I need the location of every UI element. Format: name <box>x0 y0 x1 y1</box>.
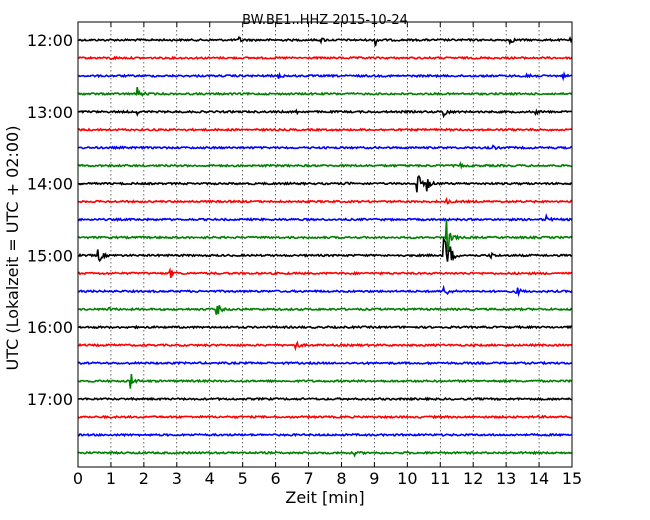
trace-line <box>77 212 573 223</box>
trace-line <box>77 236 573 263</box>
trace-line <box>77 360 573 366</box>
y-axis-ticks: 12:00 13:00 14:00 15:00 16:00 17:00 <box>27 31 83 409</box>
x-tick-label: 0 <box>73 469 83 488</box>
trace-line <box>78 108 573 119</box>
x-tick-label: 3 <box>172 469 182 488</box>
x-tick-label: 5 <box>238 469 248 488</box>
trace-line <box>77 86 573 98</box>
x-tick-label: 7 <box>303 469 313 488</box>
x-tick-label: 11 <box>430 469 450 488</box>
x-axis-ticks: 0 1 2 3 4 5 6 7 8 9 10 11 12 13 14 15 <box>73 22 582 488</box>
trace-line <box>77 35 573 47</box>
trace-line <box>77 70 572 82</box>
chart-title: BW.BE1..HHZ 2015-10-24 <box>242 13 408 28</box>
trace-line <box>77 284 573 298</box>
trace-line <box>77 196 573 205</box>
trace-group <box>77 35 573 458</box>
y-tick-label: 12:00 <box>27 31 73 50</box>
y-tick-label: 15:00 <box>27 246 73 265</box>
x-tick-label: 2 <box>139 469 149 488</box>
x-tick-label: 13 <box>496 469 516 488</box>
x-tick-label: 10 <box>397 469 417 488</box>
plot-frame <box>77 21 573 468</box>
trace-line <box>77 432 573 438</box>
x-tick-label: 6 <box>271 469 281 488</box>
x-tick-label: 8 <box>336 469 346 488</box>
trace-line <box>77 144 573 151</box>
trace-line <box>77 127 572 133</box>
y-tick-label: 14:00 <box>27 175 73 194</box>
y-tick-label: 13:00 <box>27 103 73 122</box>
y-tick-label: 16:00 <box>27 318 73 337</box>
trace-line <box>78 305 573 315</box>
x-tick-label: 4 <box>205 469 215 488</box>
trace-line <box>77 55 573 61</box>
trace-line <box>77 374 573 389</box>
trace-line <box>77 450 573 458</box>
x-tick-label: 12 <box>463 469 483 488</box>
x-tick-label: 1 <box>106 469 116 488</box>
x-tick-label: 9 <box>369 469 379 488</box>
x-axis-label: Zeit [min] <box>285 488 364 507</box>
y-tick-label: 17:00 <box>27 390 73 409</box>
trace-line <box>78 324 573 330</box>
x-tick-label: 14 <box>529 469 549 488</box>
x-tick-label: 15 <box>562 469 582 488</box>
y-axis-label: UTC (Lokalzeit = UTC + 02:00) <box>3 126 22 371</box>
trace-line <box>77 340 573 352</box>
trace-line <box>77 414 573 420</box>
trace-line <box>77 174 573 193</box>
trace-line <box>78 396 573 402</box>
trace-line <box>77 161 573 170</box>
trace-line <box>77 219 573 253</box>
trace-line <box>77 267 572 279</box>
